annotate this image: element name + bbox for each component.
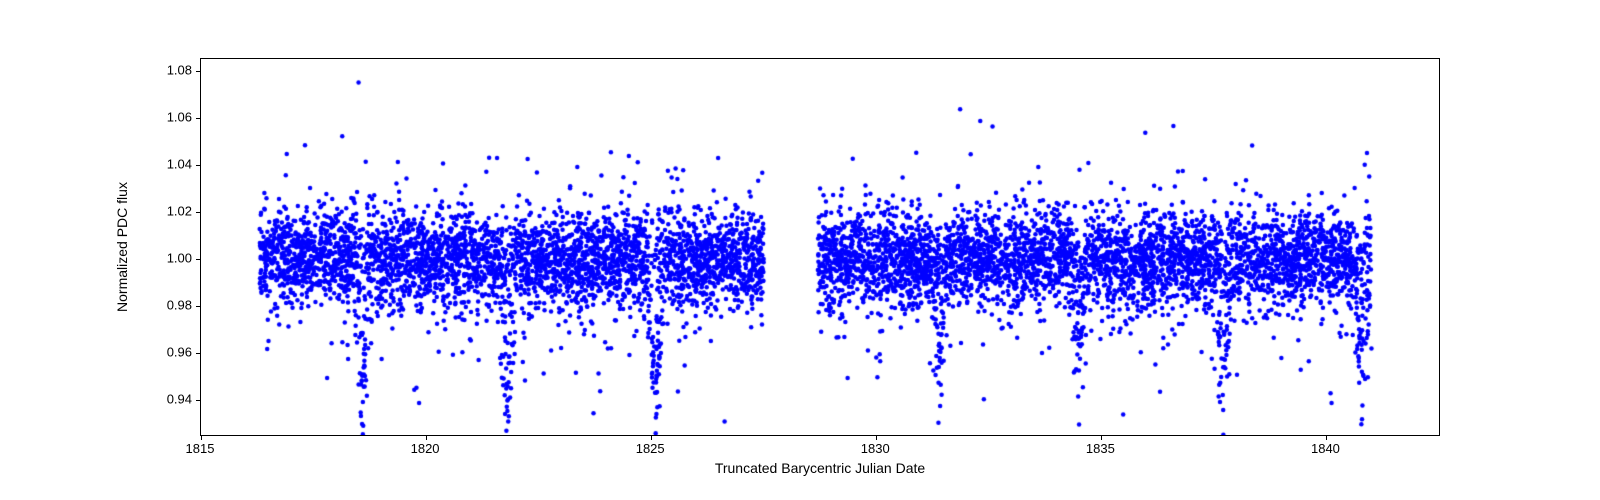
y-tick-label: 0.96 [167, 344, 192, 359]
y-tick-label: 1.02 [167, 203, 192, 218]
chart-frame [200, 58, 1440, 436]
y-tick-label: 0.98 [167, 297, 192, 312]
y-tick-label: 1.04 [167, 156, 192, 171]
y-tick-label: 0.94 [167, 391, 192, 406]
x-tick-label: 1840 [1311, 441, 1340, 456]
x-tick-label: 1825 [636, 441, 665, 456]
x-axis-label: Truncated Barycentric Julian Date [715, 460, 925, 476]
x-tick-label: 1830 [861, 441, 890, 456]
x-tick-label: 1820 [411, 441, 440, 456]
y-tick-label: 1.00 [167, 250, 192, 265]
scatter-plot [201, 59, 1439, 435]
y-tick-label: 1.08 [167, 62, 192, 77]
y-tick-label: 1.06 [167, 109, 192, 124]
y-axis-label: Normalized PDC flux [114, 182, 130, 312]
x-tick-label: 1815 [186, 441, 215, 456]
x-tick-label: 1835 [1086, 441, 1115, 456]
